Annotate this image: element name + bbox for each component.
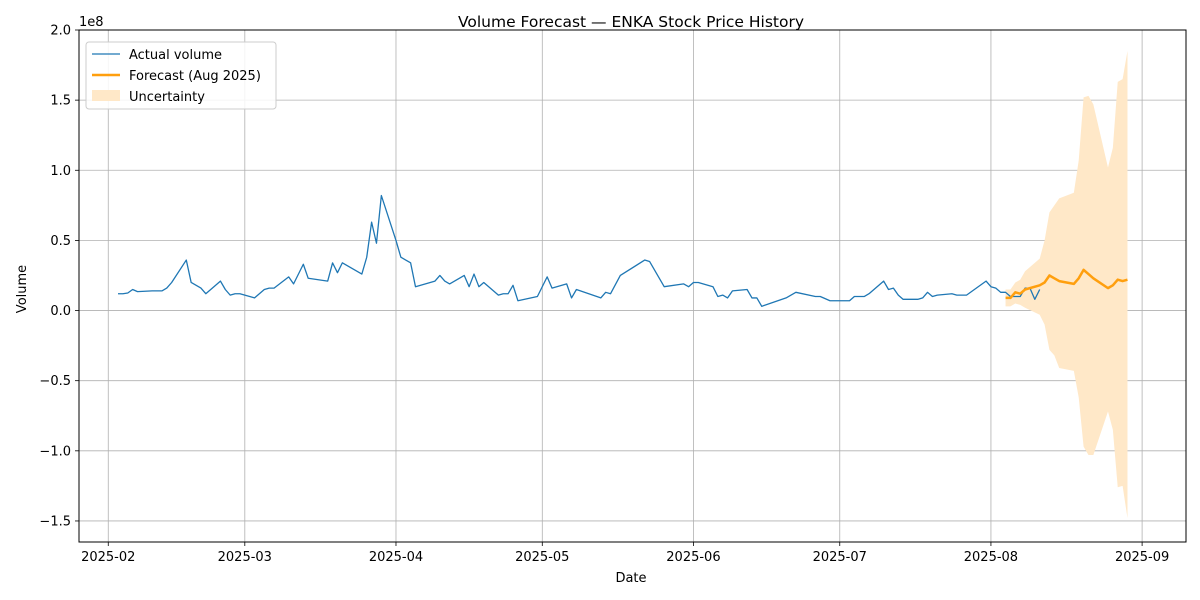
x-axis-title: Date (615, 571, 646, 586)
y-tick-label: 0.5 (50, 234, 71, 249)
y-tick-label: 2.0 (50, 24, 71, 39)
grid (79, 29, 1186, 542)
x-tick-label: 2025-05 (515, 550, 569, 565)
x-tick-label: 2025-09 (1115, 550, 1169, 565)
legend-uncertainty-swatch (92, 90, 120, 101)
x-tick-label: 2025-04 (369, 550, 423, 565)
legend-forecast-label: Forecast (Aug 2025) (129, 69, 261, 84)
y-tick-label: −1.0 (39, 444, 71, 459)
uncertainty-band (1005, 51, 1128, 519)
x-tick-label: 2025-07 (813, 550, 867, 565)
y-tick-label: 1.5 (50, 94, 71, 109)
x-tick-label: 2025-06 (666, 550, 720, 565)
y-tick-label: −1.5 (39, 514, 71, 529)
uncertainty-band-layer (1005, 51, 1128, 519)
x-tick-label: 2025-02 (81, 550, 135, 565)
legend-frame (85, 41, 277, 110)
series-line-layer (118, 194, 1128, 307)
y-tick-label: −0.5 (39, 374, 71, 389)
actual-volume-line (118, 194, 1041, 307)
y-tick-label: 0.0 (50, 304, 71, 319)
y-offset-label: 1e8 (79, 15, 104, 30)
x-axis-ticks: 2025-02 2025-03 2025-04 2025-05 2025-06 2025-… (81, 542, 1169, 565)
forecast-line (1005, 268, 1128, 300)
plot-frame (78, 29, 1187, 543)
y-axis-title: Volume (15, 265, 30, 313)
x-tick-label: 2025-08 (964, 550, 1018, 565)
y-tick-label: 1.0 (50, 164, 71, 179)
legend: Actual volume Forecast (Aug 2025) Uncert… (85, 41, 277, 110)
legend-uncertainty-label: Uncertainty (129, 90, 205, 105)
x-tick-label: 2025-03 (218, 550, 272, 565)
y-axis-ticks: −1.5 −1.0 −0.5 0.0 0.5 1.0 1.5 2.0 (39, 24, 79, 529)
legend-actual-label: Actual volume (129, 48, 222, 63)
chart-title: Volume Forecast — ENKA Stock Price Histo… (458, 13, 804, 31)
